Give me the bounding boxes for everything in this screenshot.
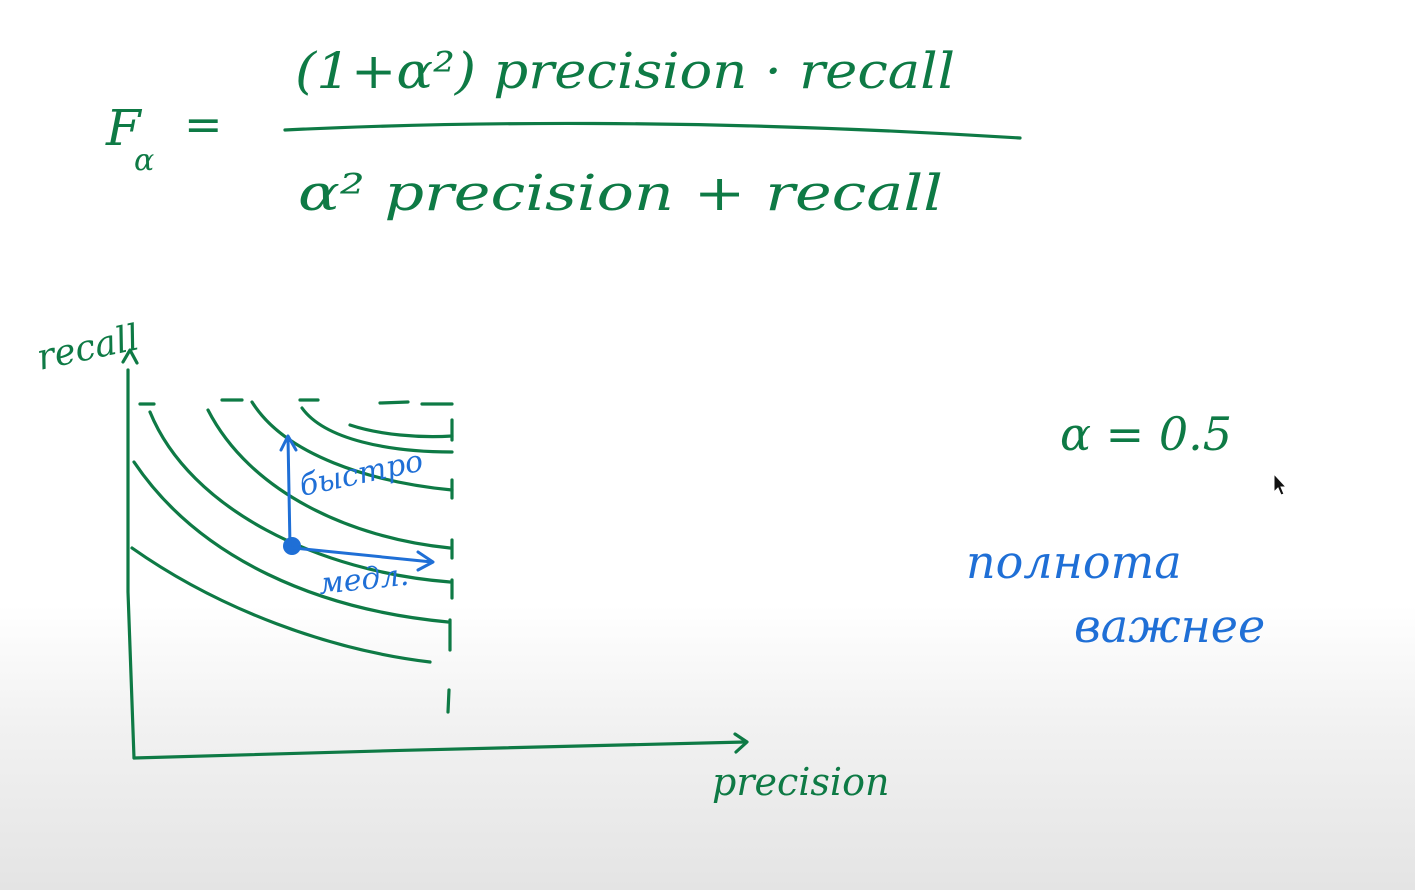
f-score-plot: recall precision быстро медл. <box>33 317 889 804</box>
arrow-right-label: медл. <box>317 558 410 602</box>
mouse-cursor-icon <box>1273 472 1288 496</box>
arrow-up-head <box>279 434 298 452</box>
alpha-value: α = 0.5 <box>1060 407 1232 461</box>
level-curve-1 <box>130 546 432 664</box>
note-line-1: полнота <box>966 535 1182 589</box>
arrow-up-label: быстро <box>296 444 426 504</box>
side-note: α = 0.5 полнота важнее <box>966 407 1265 653</box>
precision-limit-dashes-right <box>446 418 454 714</box>
formula-lhs: F <box>105 99 143 157</box>
level-curve-5 <box>250 400 454 492</box>
arrow-right-head <box>416 550 435 572</box>
y-axis <box>126 368 136 760</box>
y-axis-arrowhead <box>121 348 139 365</box>
level-curve-6 <box>300 406 454 454</box>
level-curve-3 <box>148 410 452 584</box>
level-curve-4 <box>206 408 452 550</box>
formula-equals: = <box>184 97 223 151</box>
fraction-bar <box>283 121 1022 140</box>
note-line-2: важнее <box>1074 599 1265 653</box>
formula-numerator: (1+α²) precision · recall <box>295 42 955 100</box>
x-axis-label: precision <box>712 760 889 804</box>
operating-point <box>283 537 301 555</box>
arrow-up-shaft <box>286 436 292 548</box>
x-axis <box>132 740 747 760</box>
level-curve-2 <box>132 460 450 624</box>
f-alpha-formula: F α = (1+α²) precision · recall α² preci… <box>105 42 1022 222</box>
precision-limit-dashes-top <box>138 398 454 406</box>
x-axis-arrowhead <box>733 732 749 754</box>
formula-denominator: α² precision + recall <box>298 164 943 222</box>
formula-lhs-subscript: α <box>134 143 154 178</box>
arrow-right-shaft <box>292 546 434 564</box>
level-curve-7 <box>348 423 454 439</box>
y-axis-label: recall <box>33 317 142 379</box>
